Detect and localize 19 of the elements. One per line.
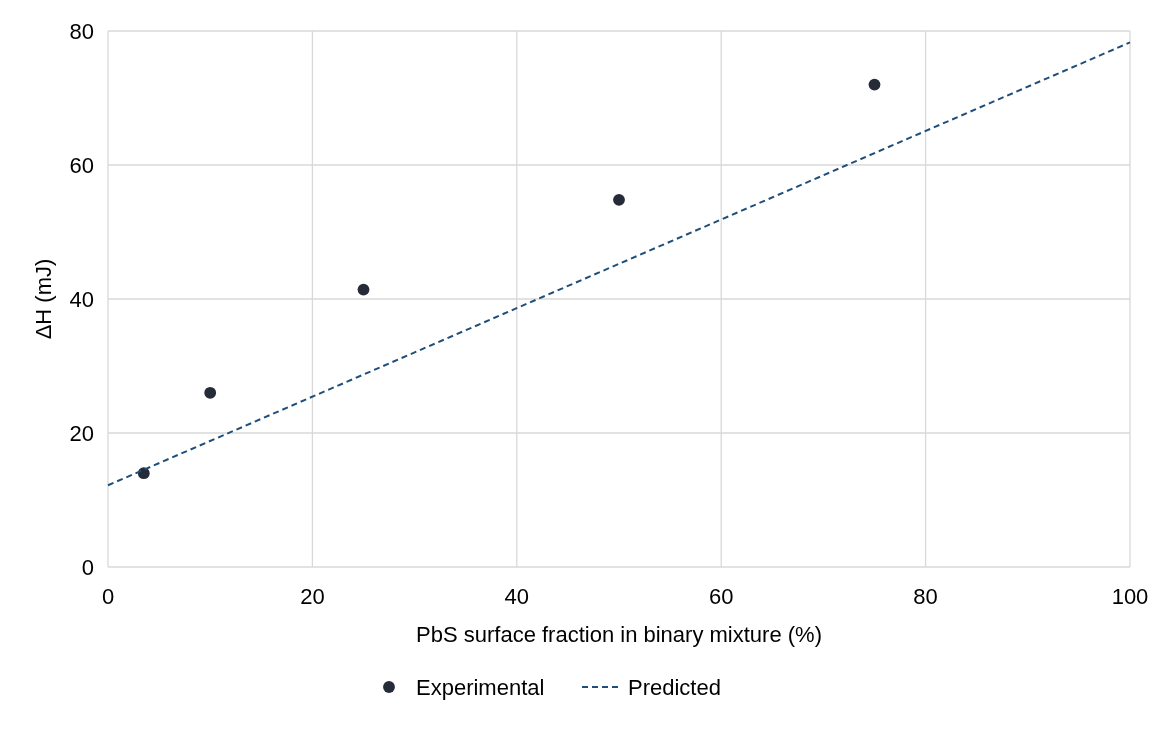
x-tick-label: 80 [913,584,938,609]
x-axis-title: PbS surface fraction in binary mixture (%) [416,622,822,647]
point [204,386,217,399]
legend-label: Predicted [628,675,721,700]
legend-label: Experimental [416,675,545,700]
point [868,78,881,91]
y-tick-label: 20 [69,421,94,446]
x-tick-label: 0 [101,584,115,609]
y-axis-title: ΔH (mJ) [31,258,56,340]
point [613,193,625,206]
x-tick-label: 100 [1111,584,1149,609]
x-tick-label: 60 [708,584,734,609]
y-tick-label: 0 [81,555,94,580]
y-tick-label: 60 [69,153,94,178]
y-tick-label: 40 [69,287,94,312]
x-tick-label: 20 [300,584,325,609]
point [357,283,370,296]
y-tick-label: 80 [69,19,94,44]
x-tick-label: 40 [504,584,530,609]
